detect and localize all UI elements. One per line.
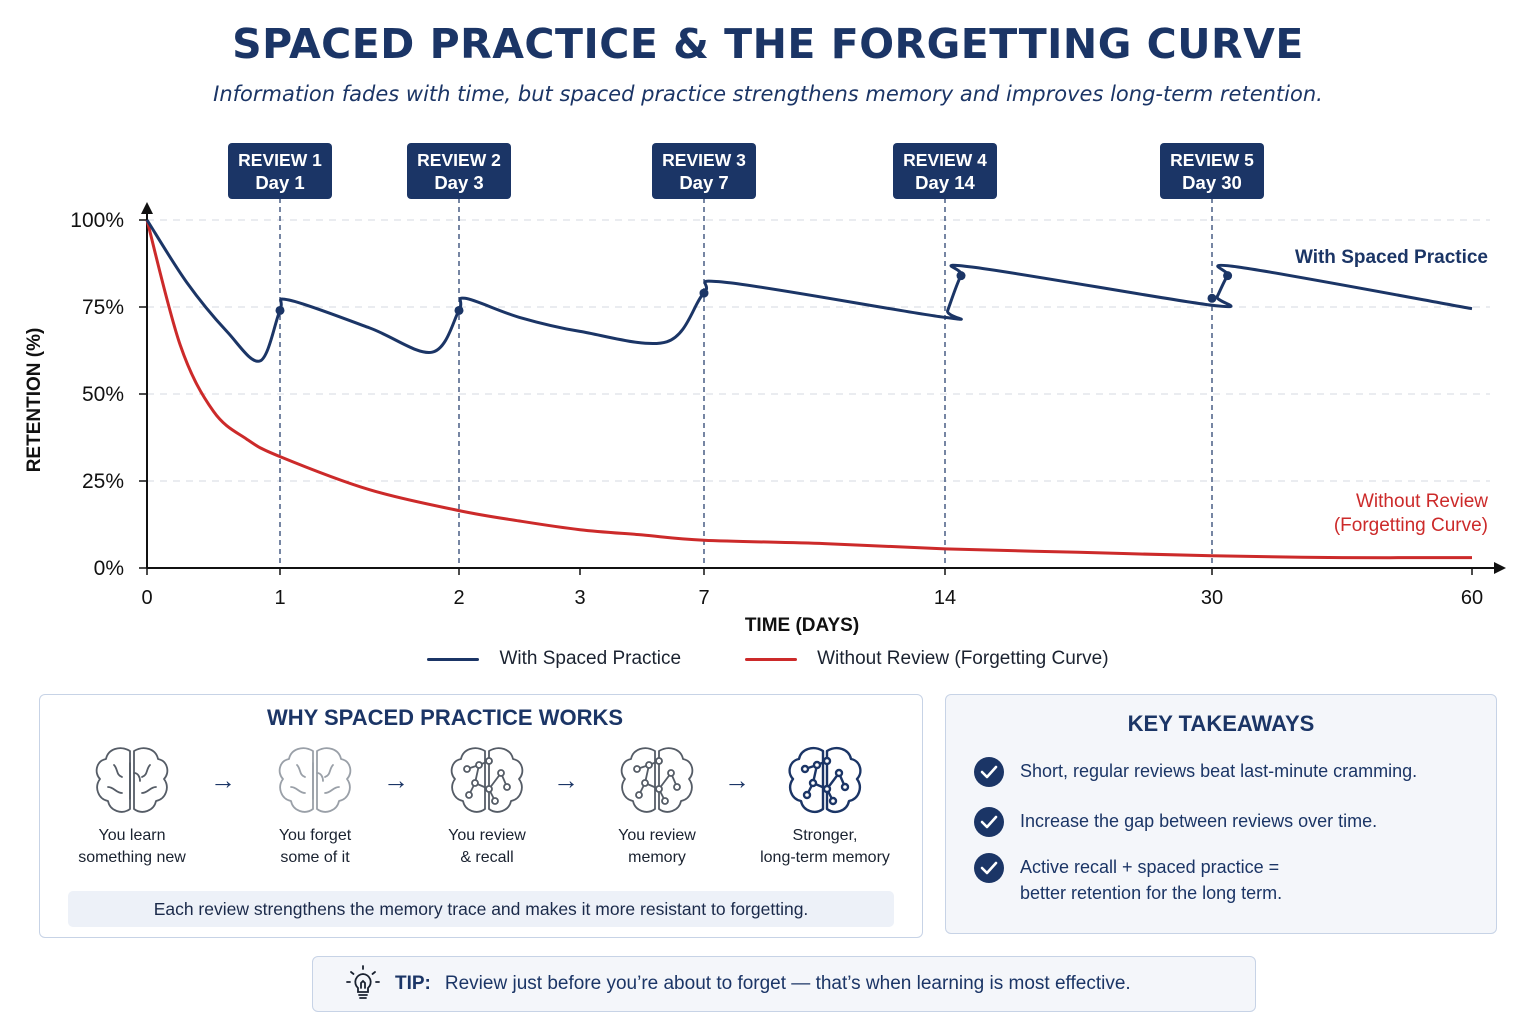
review-badge-day: Day 7 bbox=[679, 172, 728, 193]
takeaway-item: Increase the gap between reviews over ti… bbox=[974, 807, 1490, 837]
review-badge bbox=[893, 143, 997, 199]
checkmark-icon bbox=[974, 807, 1004, 837]
memory-step: Stronger, long-term memory bbox=[730, 743, 920, 869]
y-tick-label: 100% bbox=[70, 209, 124, 232]
brain-icon bbox=[37, 743, 227, 819]
forgetting-curve-line bbox=[145, 219, 1473, 560]
memory-step: You forget some of it bbox=[220, 743, 410, 869]
memory-step-label: You review & recall bbox=[448, 827, 526, 866]
brain-network-icon bbox=[562, 743, 752, 819]
faded-brain-icon bbox=[220, 743, 410, 819]
step-arrow-icon: → bbox=[724, 765, 750, 795]
checkmark-icon bbox=[974, 853, 1004, 883]
legend-swatch-forgetting bbox=[745, 657, 798, 661]
takeaway-text: Active recall + spaced practice = better… bbox=[1020, 857, 1283, 903]
memory-step: You review memory bbox=[562, 743, 752, 869]
why-panel-note: Each review strengthens the memory trace… bbox=[68, 891, 894, 927]
takeaway-item: Short, regular reviews beat last-minute … bbox=[974, 757, 1490, 787]
page-subtitle: Information fades with time, but spaced … bbox=[213, 82, 1323, 106]
review-badge-label: REVIEW 4 bbox=[903, 150, 987, 170]
x-tick-label: 0 bbox=[141, 587, 152, 609]
step-arrow-icon: → bbox=[210, 765, 236, 795]
memory-step: You learn something new bbox=[37, 743, 227, 869]
x-tick-label: 30 bbox=[1201, 587, 1223, 609]
x-tick-label: 1 bbox=[274, 587, 285, 609]
forgetting-curve-label: Without Review bbox=[1356, 491, 1488, 512]
why-spaced-practice-panel: WHY SPACED PRACTICE WORKS You learn some… bbox=[39, 694, 923, 938]
x-axis-arrow bbox=[1494, 562, 1506, 574]
review-badge-label: REVIEW 1 bbox=[238, 150, 322, 170]
takeaway-text: Short, regular reviews beat last-minute … bbox=[1020, 761, 1418, 781]
step-arrow-icon: → bbox=[383, 765, 409, 795]
memory-step-label: You forget some of it bbox=[278, 827, 352, 866]
review-point bbox=[1207, 293, 1217, 303]
x-tick-label: 3 bbox=[574, 587, 585, 609]
chart-legend: With Spaced Practice Without Review (For… bbox=[0, 648, 1536, 670]
review-point bbox=[699, 288, 709, 298]
review-badge bbox=[1160, 143, 1264, 199]
legend-label-spaced: With Spaced Practice bbox=[499, 648, 682, 669]
review-badge bbox=[652, 143, 756, 199]
key-takeaways-title: KEY TAKEAWAYS bbox=[1127, 711, 1315, 736]
y-tick-label: 0% bbox=[94, 557, 124, 580]
tip-text: Review just before you’re about to forge… bbox=[444, 973, 1131, 994]
brain-network-icon bbox=[392, 743, 582, 819]
review-badge bbox=[228, 143, 332, 199]
checkmark-icon bbox=[974, 757, 1004, 787]
takeaway-text: Increase the gap between reviews over ti… bbox=[1020, 811, 1378, 831]
review-point bbox=[275, 305, 285, 315]
review-badge-day: Day 3 bbox=[434, 172, 483, 193]
y-axis-title: RETENTION (%) bbox=[24, 328, 45, 473]
review-point bbox=[1223, 271, 1233, 281]
tip-label: TIP: bbox=[395, 973, 431, 994]
page-title: SPACED PRACTICE & THE FORGETTING CURVE bbox=[232, 20, 1304, 68]
y-tick-label: 75% bbox=[82, 296, 124, 319]
forgetting-curve-label: (Forgetting Curve) bbox=[1334, 515, 1488, 536]
legend-item-spaced: With Spaced Practice bbox=[427, 648, 681, 670]
review-badge-day: Day 30 bbox=[1182, 172, 1242, 193]
x-tick-label: 60 bbox=[1461, 587, 1483, 609]
spaced-practice-curve-label: With Spaced Practice bbox=[1295, 247, 1488, 268]
why-panel-title: WHY SPACED PRACTICE WORKS bbox=[266, 705, 624, 730]
review-badge-label: REVIEW 2 bbox=[417, 150, 501, 170]
legend-swatch-spaced bbox=[427, 657, 480, 661]
step-arrow-icon: → bbox=[553, 765, 579, 795]
memory-step-label: You review memory bbox=[618, 827, 696, 866]
x-axis-title: TIME (DAYS) bbox=[745, 615, 859, 636]
review-badge bbox=[407, 143, 511, 199]
review-point bbox=[956, 271, 966, 281]
x-tick-label: 7 bbox=[698, 587, 709, 609]
takeaway-item: Active recall + spaced practice = better… bbox=[974, 853, 1490, 906]
memory-step-label: You learn something new bbox=[78, 827, 186, 866]
review-badge-day: Day 1 bbox=[255, 172, 304, 193]
key-takeaways-panel: KEY TAKEAWAYS Short, regular reviews bea… bbox=[945, 694, 1497, 934]
y-tick-label: 25% bbox=[82, 470, 124, 493]
review-badge-day: Day 14 bbox=[915, 172, 975, 193]
review-badge-label: REVIEW 5 bbox=[1170, 150, 1254, 170]
strong-brain-network-icon bbox=[730, 743, 920, 819]
tip-box: TIP: Review just before you’re about to … bbox=[312, 956, 1256, 1012]
y-tick-label: 50% bbox=[82, 383, 124, 406]
legend-item-forgetting: Without Review (Forgetting Curve) bbox=[745, 648, 1109, 670]
x-tick-label: 2 bbox=[453, 587, 464, 609]
review-badge-label: REVIEW 3 bbox=[662, 150, 746, 170]
review-point bbox=[454, 305, 464, 315]
x-tick-label: 14 bbox=[934, 587, 956, 609]
memory-step-label: Stronger, long-term memory bbox=[760, 827, 890, 866]
legend-label-forgetting: Without Review (Forgetting Curve) bbox=[817, 648, 1109, 669]
y-axis-arrow bbox=[141, 202, 153, 214]
memory-step: You review & recall bbox=[392, 743, 582, 869]
spaced-practice-line bbox=[145, 219, 1473, 363]
lightbulb-icon bbox=[346, 965, 380, 999]
